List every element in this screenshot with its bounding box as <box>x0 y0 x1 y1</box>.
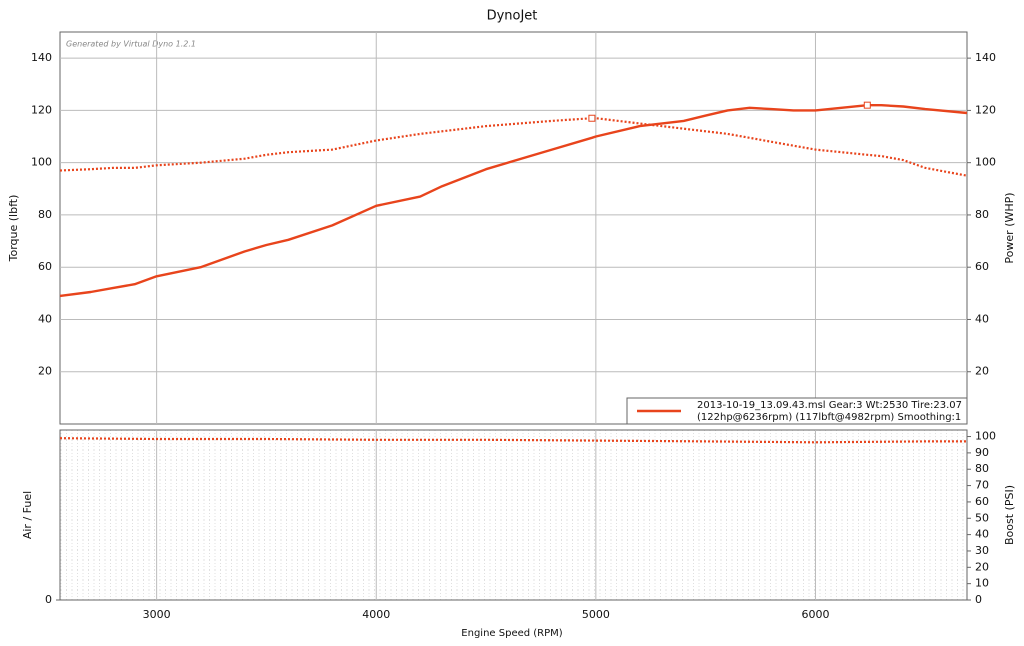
x-tick-label: 3000 <box>143 608 171 621</box>
y-axis-label: Air / Fuel <box>21 491 34 539</box>
y2-tick-label: 120 <box>975 103 996 116</box>
y2-tick-label: 140 <box>975 51 996 64</box>
x-axis-label: Engine Speed (RPM) <box>461 628 562 639</box>
chart-title: DynoJet <box>487 9 538 24</box>
y2-tick-label: 100 <box>975 156 996 169</box>
y-tick-label: 140 <box>31 51 52 64</box>
y-axis-label: Torque (lbft) <box>7 195 20 263</box>
legend-box <box>626 397 968 425</box>
y-tick-label: 120 <box>31 103 52 116</box>
y-tick-label: 100 <box>31 156 52 169</box>
y-tick-label: 40 <box>38 312 52 325</box>
y2-tick-label: 20 <box>975 365 989 378</box>
x-tick-label: 6000 <box>801 608 829 621</box>
y2-tick-label: 30 <box>975 544 989 557</box>
y2-tick-label: 40 <box>975 312 989 325</box>
peak-marker <box>863 101 871 109</box>
x-tick-label: 4000 <box>362 608 390 621</box>
y2-tick-label: 10 <box>975 577 989 590</box>
y2-tick-label: 90 <box>975 446 989 459</box>
y2-axis-label: Boost (PSI) <box>1003 485 1016 545</box>
y-tick-label: 0 <box>45 593 52 606</box>
y2-tick-label: 100 <box>975 430 996 443</box>
legend-text: (122hp@6236rpm) (117lbft@4982rpm) Smooth… <box>697 412 961 423</box>
watermark: Generated by Virtual Dyno 1.2.1 <box>66 40 196 49</box>
peak-marker <box>588 114 596 122</box>
y2-tick-label: 50 <box>975 511 989 524</box>
y2-tick-label: 80 <box>975 462 989 475</box>
y-tick-label: 20 <box>38 365 52 378</box>
y2-axis-label: Power (WHP) <box>1003 192 1016 263</box>
series-line <box>59 117 968 177</box>
y-tick-label: 60 <box>38 260 52 273</box>
y2-tick-label: 60 <box>975 260 989 273</box>
y2-tick-label: 0 <box>975 593 982 606</box>
y2-tick-label: 20 <box>975 560 989 573</box>
y-tick-label: 80 <box>38 208 52 221</box>
y2-tick-label: 80 <box>975 208 989 221</box>
series-line <box>59 104 968 298</box>
x-tick-label: 5000 <box>582 608 610 621</box>
y2-tick-label: 40 <box>975 528 989 541</box>
bottom-plot-frame <box>59 429 968 601</box>
legend-text: 2013-10-19_13.09.43.msl Gear:3 Wt:2530 T… <box>697 400 962 411</box>
series-line <box>59 437 967 444</box>
y2-tick-label: 70 <box>975 479 989 492</box>
y2-tick-label: 60 <box>975 495 989 508</box>
top-plot-frame <box>59 31 968 425</box>
